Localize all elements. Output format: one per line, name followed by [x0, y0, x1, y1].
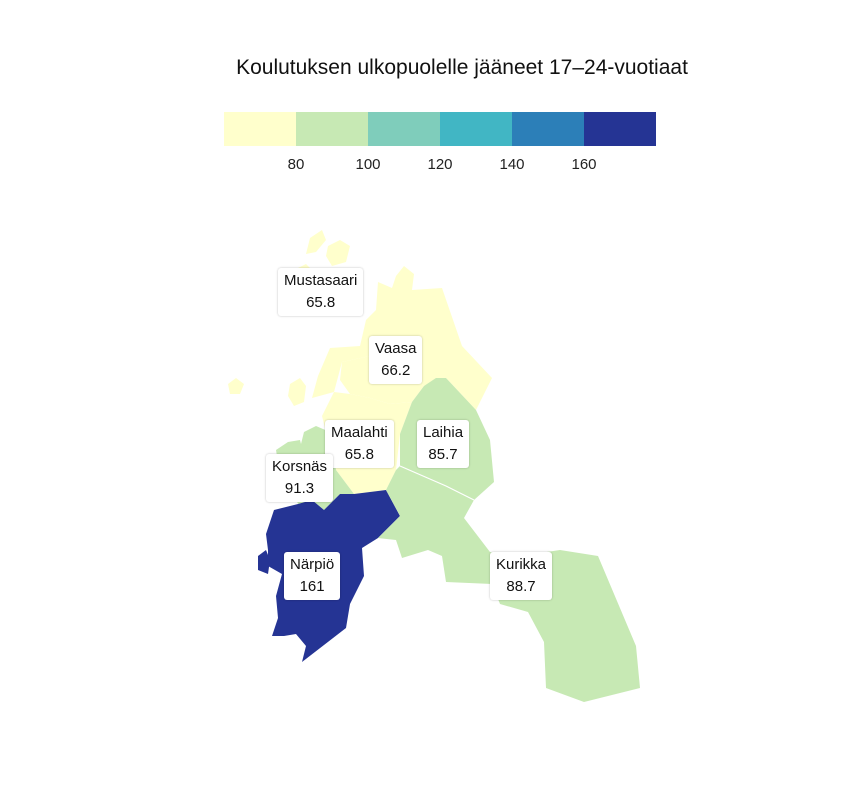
- label-kurikka-name: Kurikka: [496, 556, 547, 573]
- legend-tick-80: 80: [287, 156, 305, 173]
- legend-bin-1: [224, 112, 296, 146]
- legend-bin-3: [368, 112, 440, 146]
- label-laihia-value: 85.7: [428, 446, 458, 463]
- label-kurikka: Kurikka 88.7: [490, 552, 553, 600]
- label-maalahti-name: Maalahti: [331, 424, 388, 441]
- legend-tick-140: 140: [499, 156, 525, 173]
- label-korsnas: Korsnäs 91.3: [266, 454, 334, 502]
- label-narpio-name: Närpiö: [290, 556, 335, 573]
- label-narpio-value: 161: [299, 578, 325, 595]
- label-maalahti-value: 65.8: [344, 446, 374, 463]
- label-mustasaari-value: 65.8: [306, 294, 336, 311]
- label-vaasa-name: Vaasa: [375, 340, 417, 357]
- label-narpio: Närpiö 161: [284, 552, 341, 600]
- legend-tick-120: 120: [427, 156, 453, 173]
- label-kurikka-value: 88.7: [506, 578, 536, 595]
- label-maalahti: Maalahti 65.8: [325, 420, 394, 468]
- label-korsnas-value: 91.3: [284, 480, 315, 497]
- label-vaasa-value: 66.2: [381, 362, 411, 379]
- legend-bin-2: [296, 112, 368, 146]
- label-mustasaari: Mustasaari 65.8: [278, 268, 364, 316]
- legend-tick-160: 160: [571, 156, 597, 173]
- map-title: Koulutuksen ulkopuolelle jääneet 17–24-v…: [236, 56, 688, 79]
- legend-tick-100: 100: [355, 156, 381, 173]
- label-mustasaari-name: Mustasaari: [284, 272, 358, 289]
- label-laihia: Laihia 85.7: [417, 420, 470, 468]
- legend-bin-5: [512, 112, 584, 146]
- legend-bin-6: [584, 112, 656, 146]
- label-laihia-name: Laihia: [423, 424, 464, 441]
- label-korsnas-name: Korsnäs: [272, 458, 328, 475]
- legend-bin-4: [440, 112, 512, 146]
- boundary-line: [399, 465, 475, 501]
- label-vaasa: Vaasa 66.2: [369, 336, 423, 384]
